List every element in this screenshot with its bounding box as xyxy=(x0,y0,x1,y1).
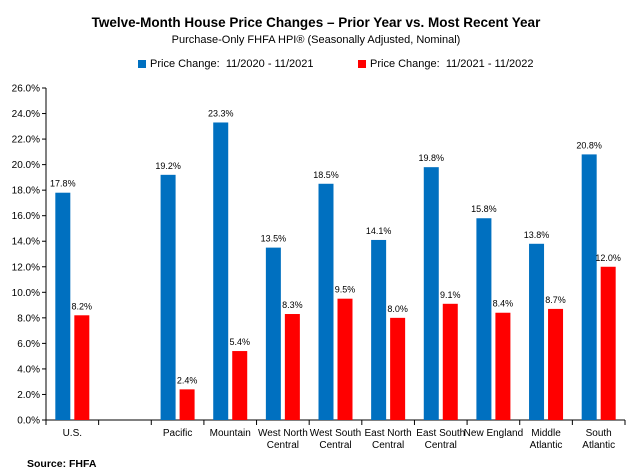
x-category-label: West South xyxy=(310,428,362,439)
bar-series-2 xyxy=(232,351,248,420)
bar-series-1 xyxy=(529,243,545,420)
y-tick-label: 10.0% xyxy=(12,288,40,299)
bar-series-2 xyxy=(284,314,300,420)
x-category-label: Central xyxy=(425,440,457,451)
x-category-label: East North xyxy=(365,428,412,439)
y-tick-label: 4.0% xyxy=(17,364,40,375)
bar-series-1 xyxy=(160,174,176,420)
data-label-series-1: 19.8% xyxy=(419,153,445,163)
x-category-label: Pacific xyxy=(163,428,192,439)
y-tick-label: 22.0% xyxy=(12,135,40,146)
data-label-series-1: 19.2% xyxy=(155,161,181,171)
x-category-label: Central xyxy=(267,440,299,451)
x-category-label: Central xyxy=(319,440,351,451)
bar-series-1 xyxy=(265,247,281,420)
y-tick-label: 16.0% xyxy=(12,211,40,222)
data-label-series-2: 8.2% xyxy=(72,301,93,311)
data-label-series-1: 13.5% xyxy=(261,234,287,244)
y-tick-label: 6.0% xyxy=(17,339,40,350)
bar-series-2 xyxy=(337,298,353,420)
bar-series-1 xyxy=(55,192,71,420)
legend-swatch-series-2 xyxy=(358,60,366,68)
data-label-series-2: 8.7% xyxy=(545,295,566,305)
y-tick-label: 8.0% xyxy=(17,313,40,324)
data-label-series-1: 13.8% xyxy=(524,230,550,240)
y-tick-label: 14.0% xyxy=(12,237,40,248)
x-category-label: South xyxy=(586,428,612,439)
y-tick-label: 0.0% xyxy=(17,416,40,427)
data-label-series-2: 9.1% xyxy=(440,290,461,300)
data-label-series-2: 5.4% xyxy=(229,337,250,347)
chart-title: Twelve-Month House Price Changes – Prior… xyxy=(91,15,541,30)
x-category-label: East South xyxy=(416,428,465,439)
legend-swatch-series-1 xyxy=(138,60,146,68)
x-category-label: Middle xyxy=(531,428,561,439)
x-category-label: West North xyxy=(258,428,308,439)
x-category-label: Mountain xyxy=(210,428,251,439)
bar-series-2 xyxy=(600,266,616,420)
x-category-label: U.S. xyxy=(63,428,82,439)
data-label-series-1: 14.1% xyxy=(366,226,392,236)
legend-item-series-1: Price Change: 11/2020 - 11/2021 xyxy=(138,58,314,70)
bar-series-2 xyxy=(74,315,90,420)
y-tick-label: 2.0% xyxy=(17,390,40,401)
bar-series-2 xyxy=(442,303,458,420)
bar-series-1 xyxy=(318,183,334,420)
data-label-series-2: 2.4% xyxy=(177,375,198,385)
data-label-series-2: 8.4% xyxy=(493,299,514,309)
bar-series-2 xyxy=(390,317,406,420)
data-label-series-1: 18.5% xyxy=(313,170,339,180)
bar-series-1 xyxy=(581,154,597,420)
bar-series-1 xyxy=(213,122,229,420)
y-tick-label: 26.0% xyxy=(12,84,40,95)
legend-label-series-1: Price Change: 11/2020 - 11/2021 xyxy=(150,58,314,70)
legend-item-series-2: Price Change: 11/2021 - 11/2022 xyxy=(358,58,534,70)
bar-series-2 xyxy=(495,312,511,420)
data-label-series-2: 8.3% xyxy=(282,300,303,310)
data-label-series-2: 12.0% xyxy=(595,253,621,263)
data-label-series-2: 8.0% xyxy=(387,304,408,314)
bar-series-1 xyxy=(476,218,492,420)
x-category-label: New England xyxy=(464,428,523,439)
source-note: Source: FHFA xyxy=(27,458,97,470)
y-tick-label: 18.0% xyxy=(12,186,40,197)
bar-series-2 xyxy=(548,308,564,420)
data-label-series-1: 23.3% xyxy=(208,108,234,118)
y-tick-label: 12.0% xyxy=(12,262,40,273)
legend-label-series-2: Price Change: 11/2021 - 11/2022 xyxy=(370,58,534,70)
data-label-series-1: 20.8% xyxy=(576,140,602,150)
y-tick-label: 24.0% xyxy=(12,109,40,120)
y-tick-label: 20.0% xyxy=(12,160,40,171)
x-category-label: Central xyxy=(372,440,404,451)
bar-series-2 xyxy=(179,389,195,420)
data-label-series-1: 17.8% xyxy=(50,179,76,189)
chart-subtitle: Purchase-Only FHFA HPI® (Seasonally Adju… xyxy=(171,34,461,46)
x-category-label: Atlantic xyxy=(582,440,615,451)
bar-series-1 xyxy=(423,167,439,420)
data-label-series-1: 15.8% xyxy=(471,204,497,214)
x-category-label: Atlantic xyxy=(530,440,563,451)
data-label-series-2: 9.5% xyxy=(335,285,356,295)
bar-series-1 xyxy=(371,239,387,420)
